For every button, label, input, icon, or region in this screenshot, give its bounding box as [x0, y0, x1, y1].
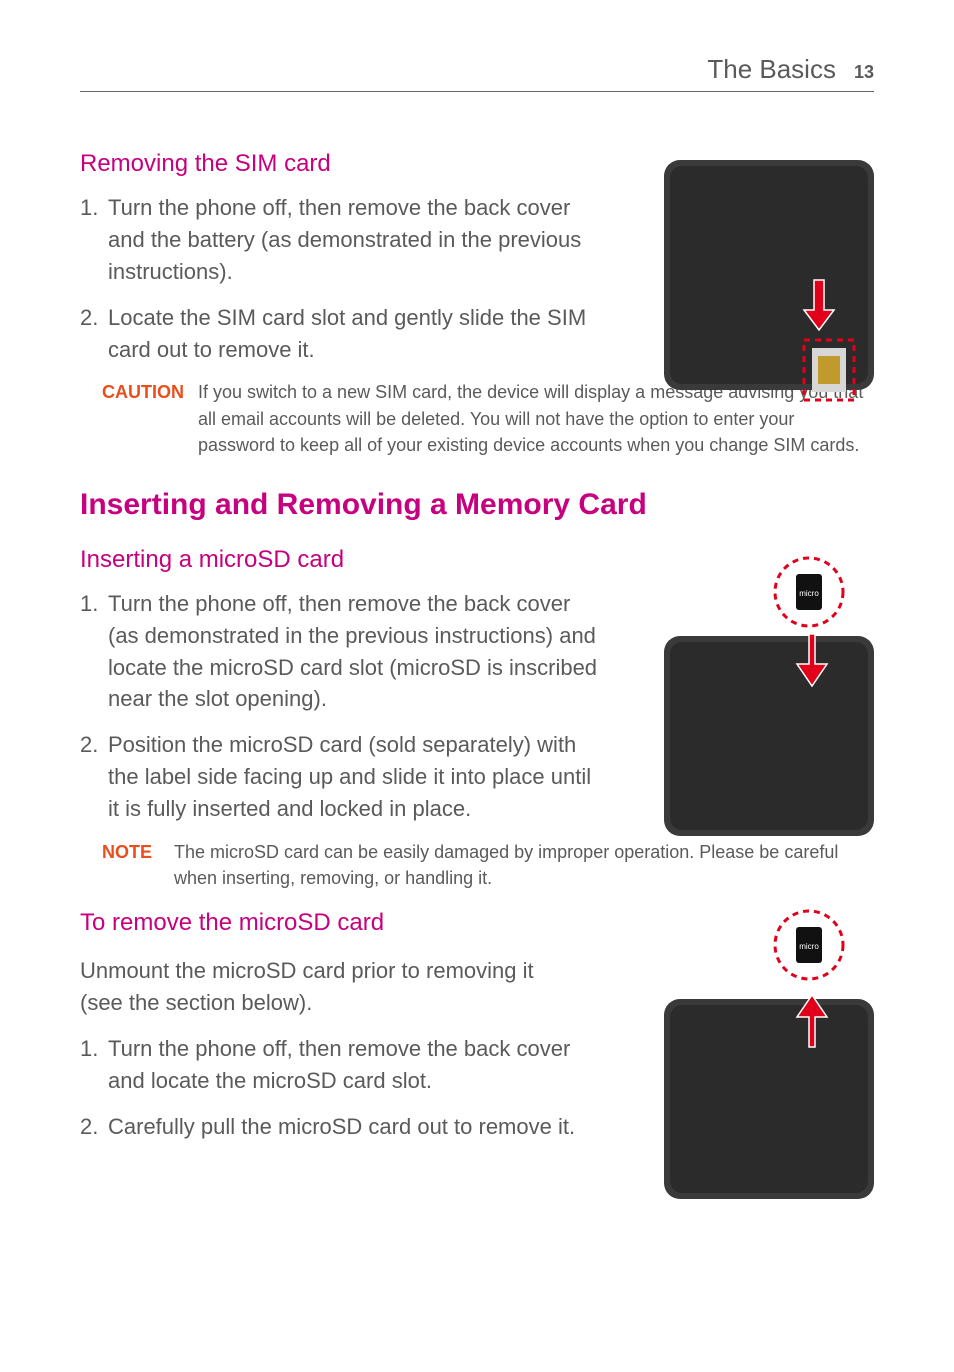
list-item: 2.Carefully pull the microSD card out to…: [80, 1111, 600, 1143]
list-item: 1.Turn the phone off, then remove the ba…: [80, 192, 600, 288]
header-title: The Basics: [707, 54, 836, 85]
figure-microsd-insert: micro: [664, 556, 874, 836]
list-item: 1.Turn the phone off, then remove the ba…: [80, 588, 600, 716]
page-number: 13: [854, 62, 874, 83]
figure-microsd-remove: micro: [664, 909, 874, 1199]
lead-paragraph: Unmount the microSD card prior to removi…: [80, 955, 570, 1019]
section-remove-microsd: To remove the microSD card micro Unmount…: [80, 909, 874, 1142]
section-removing-sim: Removing the SIM card 1.Turn the phone o…: [80, 150, 874, 458]
svg-text:micro: micro: [799, 942, 819, 951]
svg-text:micro: micro: [799, 589, 819, 598]
page-title: Inserting and Removing a Memory Card: [80, 488, 874, 522]
note-text: The microSD card can be easily damaged b…: [174, 839, 874, 891]
list-item: 2.Locate the SIM card slot and gently sl…: [80, 302, 600, 366]
section-insert-microsd: Inserting a microSD card micro 1.Turn th…: [80, 546, 874, 891]
list-item: 1.Turn the phone off, then remove the ba…: [80, 1033, 600, 1097]
figure-sim-remove: [664, 160, 874, 390]
page-header: The Basics 13: [80, 54, 874, 92]
list-item: 2.Position the microSD card (sold separa…: [80, 729, 600, 825]
callout-note: NOTE The microSD card can be easily dama…: [102, 839, 874, 891]
note-label: NOTE: [102, 839, 174, 891]
caution-label: CAUTION: [102, 379, 198, 457]
